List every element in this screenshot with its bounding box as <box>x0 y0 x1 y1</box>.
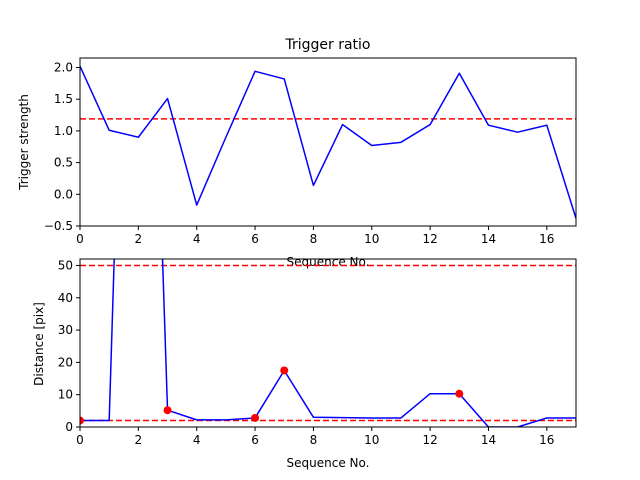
x-tick-label: 2 <box>135 232 143 246</box>
distance-subplot: 0 2 4 6 8 10 12 14 16 0 10 20 30 40 50 Sequence No. D… <box>8 258 632 473</box>
bottom-xlabel-backdrop <box>8 453 632 473</box>
x-tick-label: 4 <box>193 232 201 246</box>
y-tick-label: 1.0 <box>54 124 73 138</box>
x-tick-label: 2 <box>135 433 143 447</box>
x-tick-label: 8 <box>310 433 318 447</box>
y-tick-label: 50 <box>58 258 73 272</box>
x-tick-label: 10 <box>364 232 379 246</box>
x-tick-label: 12 <box>422 232 437 246</box>
y-tick-label: 40 <box>58 291 73 305</box>
top-x-axis-label: Sequence No. <box>287 255 370 269</box>
x-tick-label: 16 <box>539 232 554 246</box>
bottom-plot-area <box>80 259 576 427</box>
top-y-ticks: −0.5 0.0 0.5 1.0 1.5 2.0 <box>44 61 80 233</box>
x-tick-label: 0 <box>76 433 84 447</box>
series-line-1 <box>80 259 576 427</box>
y-tick-label: 1.5 <box>54 92 73 106</box>
data-point-marker <box>163 406 172 415</box>
top-chart-title: Trigger ratio <box>284 37 370 53</box>
data-point-marker <box>280 366 289 375</box>
x-tick-label: 0 <box>76 232 84 246</box>
x-tick-label: 4 <box>193 433 201 447</box>
x-tick-label: 14 <box>481 433 496 447</box>
x-tick-label: 6 <box>251 433 259 447</box>
bottom-x-axis-label: Sequence No. <box>287 456 370 470</box>
x-tick-label: 14 <box>481 232 496 246</box>
x-tick-label: 8 <box>310 232 318 246</box>
x-tick-label: 10 <box>364 433 379 447</box>
top-plot-frame <box>79 57 577 227</box>
y-tick-label: 0.0 <box>54 187 73 201</box>
y-tick-label: 2.0 <box>54 61 73 75</box>
top-plot-area <box>80 65 576 219</box>
data-point-marker <box>251 413 260 422</box>
top-y-axis-label: Trigger strength <box>17 94 31 191</box>
top-x-ticks: 0 2 4 6 8 10 12 14 16 <box>76 226 554 246</box>
bottom-plot-frame <box>79 258 577 428</box>
y-tick-label: 10 <box>58 388 73 402</box>
bottom-y-axis-label: Distance [pix] <box>32 302 46 386</box>
x-tick-label: 6 <box>251 232 259 246</box>
y-tick-label: 0.5 <box>54 156 73 170</box>
bottom-y-ticks: 0 10 20 30 40 50 <box>58 258 80 434</box>
bottom-x-ticks: 0 2 4 6 8 10 12 14 16 <box>76 427 554 447</box>
x-tick-label: 16 <box>539 433 554 447</box>
y-tick-label: −0.5 <box>44 219 73 233</box>
data-point-marker <box>455 389 464 398</box>
x-tick-label: 12 <box>422 433 437 447</box>
y-tick-label: 30 <box>58 323 73 337</box>
y-tick-label: 0 <box>65 420 73 434</box>
series-line-1 <box>80 65 576 219</box>
data-point-marker <box>80 416 84 425</box>
y-tick-label: 20 <box>58 355 73 369</box>
